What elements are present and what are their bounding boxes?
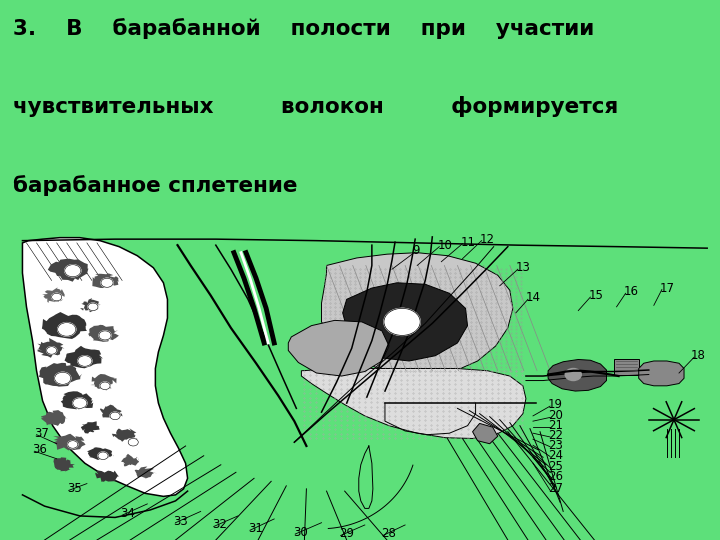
Text: 36: 36: [32, 443, 48, 456]
Polygon shape: [90, 272, 118, 288]
Polygon shape: [51, 457, 73, 471]
Polygon shape: [288, 320, 389, 376]
Circle shape: [99, 331, 111, 340]
Polygon shape: [548, 360, 606, 391]
Polygon shape: [88, 446, 114, 461]
Text: 26: 26: [548, 470, 563, 483]
Text: 14: 14: [526, 291, 541, 305]
Circle shape: [52, 293, 62, 301]
Polygon shape: [65, 348, 104, 368]
Text: 25: 25: [548, 460, 563, 473]
Text: 20: 20: [548, 409, 563, 422]
Polygon shape: [472, 423, 498, 444]
Bar: [613, 360, 639, 375]
Text: 12: 12: [480, 233, 495, 246]
Text: 31: 31: [248, 522, 263, 535]
Circle shape: [65, 265, 81, 276]
Text: 18: 18: [691, 349, 706, 362]
Polygon shape: [81, 299, 99, 313]
Polygon shape: [135, 467, 156, 478]
Text: 27: 27: [548, 482, 563, 495]
Text: 37: 37: [35, 427, 50, 440]
Circle shape: [55, 372, 71, 384]
Polygon shape: [114, 428, 137, 442]
Text: 10: 10: [437, 239, 452, 252]
Text: 3.    В    барабанной    полости    при    участии: 3. В барабанной полости при участии: [13, 18, 594, 39]
Text: 24: 24: [548, 449, 563, 462]
Text: 13: 13: [516, 261, 531, 274]
Polygon shape: [35, 340, 63, 357]
Text: 33: 33: [174, 515, 188, 528]
Text: барабанное сплетение: барабанное сплетение: [13, 175, 297, 196]
Polygon shape: [60, 391, 94, 411]
Text: 16: 16: [624, 285, 639, 298]
Text: 23: 23: [548, 438, 563, 452]
Circle shape: [100, 382, 110, 389]
Circle shape: [58, 322, 76, 336]
Text: 9: 9: [412, 244, 420, 257]
Polygon shape: [50, 258, 89, 280]
Circle shape: [128, 438, 138, 446]
Circle shape: [47, 347, 57, 354]
Polygon shape: [81, 421, 100, 434]
Polygon shape: [53, 433, 86, 451]
Polygon shape: [44, 287, 66, 303]
Circle shape: [101, 278, 113, 287]
Text: чувствительных         волокон         формируется: чувствительных волокон формируется: [13, 96, 618, 117]
Text: 11: 11: [461, 235, 475, 248]
Polygon shape: [37, 362, 81, 387]
Text: 32: 32: [212, 518, 227, 531]
Text: 34: 34: [120, 507, 135, 520]
Circle shape: [88, 303, 98, 310]
Circle shape: [73, 398, 87, 408]
Circle shape: [68, 441, 78, 448]
Circle shape: [78, 356, 92, 366]
Circle shape: [384, 308, 420, 335]
Polygon shape: [44, 411, 68, 427]
Text: 28: 28: [381, 528, 396, 540]
Polygon shape: [322, 253, 513, 375]
Text: 19: 19: [548, 398, 563, 411]
Text: 35: 35: [67, 482, 81, 495]
Polygon shape: [302, 368, 526, 438]
Polygon shape: [89, 323, 117, 341]
Text: 17: 17: [660, 281, 675, 294]
Polygon shape: [639, 361, 684, 386]
Text: 29: 29: [338, 528, 354, 540]
Polygon shape: [343, 283, 467, 361]
Text: 30: 30: [293, 526, 308, 539]
Circle shape: [565, 368, 581, 381]
Polygon shape: [91, 373, 116, 389]
Polygon shape: [22, 238, 188, 496]
Polygon shape: [98, 405, 122, 420]
Text: 21: 21: [548, 419, 563, 432]
Text: 22: 22: [548, 429, 563, 442]
Circle shape: [110, 412, 120, 420]
Text: 15: 15: [588, 289, 603, 302]
Circle shape: [98, 452, 108, 460]
Polygon shape: [121, 455, 140, 467]
Polygon shape: [41, 313, 88, 338]
Polygon shape: [96, 469, 121, 484]
